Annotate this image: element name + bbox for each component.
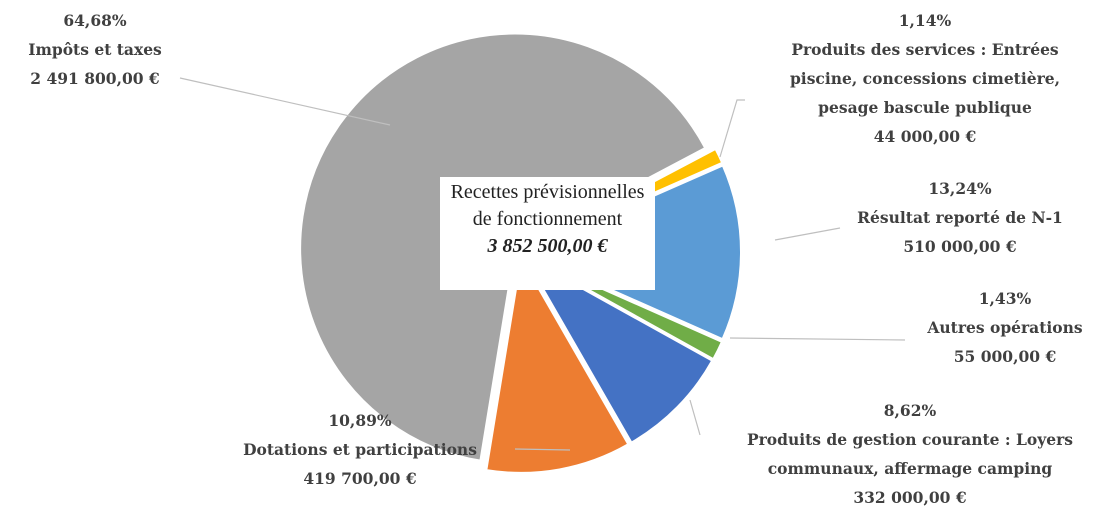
- amount-label: 332 000,00 €: [853, 488, 967, 507]
- amount-label: 55 000,00 €: [953, 347, 1057, 366]
- value-label: 1,14%: [898, 11, 952, 30]
- slice-label: 10,89% Dotations et participations 419 700…: [200, 406, 520, 493]
- value-label: 8,62%: [883, 401, 937, 420]
- total-label: 3 852 500,00 €: [487, 235, 608, 257]
- center-box: Recettes prévisionnelles de fonctionneme…: [440, 177, 655, 290]
- leader-line: [719, 99, 745, 158]
- leader-line: [514, 448, 571, 451]
- category-label: Résultat reporté de N-1: [857, 208, 1063, 227]
- category-label: Autres opérations: [927, 318, 1083, 337]
- leader-line: [729, 337, 906, 341]
- amount-label: 44 000,00 €: [873, 127, 977, 146]
- slice-label: 1,43% Autres opérations 55 000,00 €: [890, 284, 1119, 371]
- slice-label: 1,14% Produits des services : Entrées pis…: [760, 6, 1090, 151]
- slice-label: 64,68% Impôts et taxes 2 491 800,00 €: [0, 6, 190, 93]
- amount-label: 510 000,00 €: [903, 237, 1017, 256]
- category-label: Impôts et taxes: [28, 40, 162, 59]
- category-label: Produits des services : Entrées piscine,…: [789, 40, 1061, 117]
- leader-line: [774, 227, 841, 241]
- category-label: Dotations et participations: [243, 440, 477, 459]
- leader-line: [689, 399, 701, 436]
- category-label: Produits de gestion courante : Loyers co…: [746, 430, 1074, 478]
- value-label: 10,89%: [328, 411, 392, 430]
- pie-slice: [521, 253, 714, 444]
- slice-label: 13,24% Résultat reporté de N-1 510 000,00 …: [830, 174, 1090, 261]
- value-label: 64,68%: [63, 11, 127, 30]
- pie-slice: [485, 254, 630, 474]
- amount-label: 2 491 800,00 €: [30, 69, 160, 88]
- value-label: 1,43%: [978, 289, 1032, 308]
- amount-label: 419 700,00 €: [303, 469, 417, 488]
- value-label: 13,24%: [928, 179, 992, 198]
- center-label: Recettes prévisionnelles de fonctionneme…: [450, 181, 645, 230]
- leader-line: [179, 77, 391, 126]
- slice-label: 8,62% Produits de gestion courante : Loye…: [700, 396, 1119, 507]
